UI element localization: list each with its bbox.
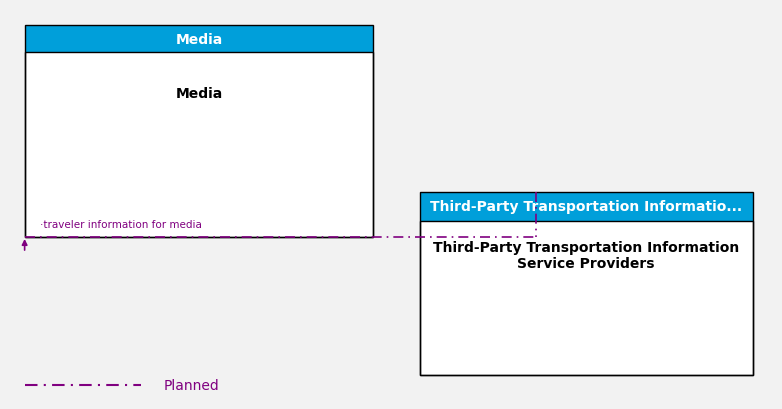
Bar: [24, 53, 373, 237]
Bar: [24, 26, 373, 53]
Text: Planned: Planned: [164, 378, 220, 392]
Text: ·traveler information for media: ·traveler information for media: [40, 220, 202, 230]
Text: Media: Media: [175, 32, 223, 47]
Bar: [420, 192, 753, 375]
Text: Media: Media: [175, 87, 223, 101]
Text: Third-Party Transportation Informatio...: Third-Party Transportation Informatio...: [430, 200, 742, 214]
Bar: [420, 222, 753, 375]
Text: Third-Party Transportation Information
Service Providers: Third-Party Transportation Information S…: [433, 240, 739, 270]
Bar: [420, 192, 753, 222]
Bar: [24, 26, 373, 237]
